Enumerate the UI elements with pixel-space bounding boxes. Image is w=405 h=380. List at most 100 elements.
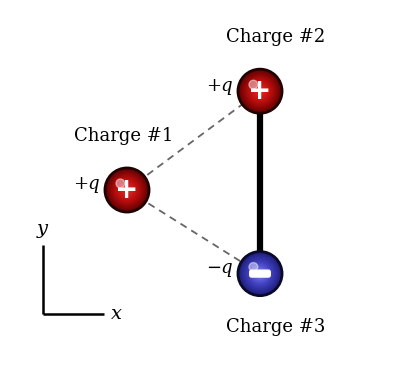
Text: +q: +q: [205, 77, 232, 95]
Circle shape: [122, 185, 131, 195]
Circle shape: [243, 257, 276, 290]
Circle shape: [243, 75, 275, 107]
Circle shape: [238, 252, 281, 295]
Circle shape: [247, 79, 272, 104]
Circle shape: [240, 71, 279, 111]
Circle shape: [119, 183, 134, 197]
Circle shape: [107, 169, 147, 211]
Circle shape: [239, 253, 280, 294]
Circle shape: [245, 259, 274, 288]
Circle shape: [105, 168, 148, 212]
Circle shape: [120, 184, 133, 196]
Circle shape: [124, 188, 129, 192]
Circle shape: [240, 254, 279, 293]
Circle shape: [239, 70, 280, 112]
Circle shape: [253, 268, 265, 280]
Circle shape: [257, 271, 262, 276]
Circle shape: [258, 90, 260, 92]
Circle shape: [250, 82, 269, 101]
Circle shape: [241, 73, 277, 109]
Circle shape: [122, 185, 132, 195]
Circle shape: [105, 168, 149, 212]
Circle shape: [253, 85, 265, 97]
Circle shape: [107, 171, 146, 209]
Circle shape: [116, 179, 124, 188]
Circle shape: [242, 256, 277, 291]
Circle shape: [113, 176, 141, 204]
Circle shape: [247, 261, 272, 286]
Circle shape: [113, 177, 140, 203]
Text: −q: −q: [205, 259, 232, 277]
Circle shape: [244, 258, 275, 289]
Circle shape: [124, 187, 130, 193]
Circle shape: [238, 70, 281, 113]
Circle shape: [246, 78, 273, 104]
Circle shape: [245, 76, 274, 106]
Circle shape: [108, 171, 145, 209]
Circle shape: [252, 84, 266, 98]
Circle shape: [118, 182, 135, 198]
Circle shape: [106, 169, 147, 211]
Text: +q: +q: [72, 176, 99, 193]
Circle shape: [250, 264, 269, 283]
Circle shape: [111, 174, 142, 206]
Circle shape: [114, 177, 139, 203]
Circle shape: [257, 271, 262, 276]
Circle shape: [241, 255, 277, 292]
Circle shape: [110, 173, 144, 207]
Circle shape: [248, 80, 257, 89]
Circle shape: [245, 260, 273, 287]
Circle shape: [256, 88, 263, 95]
Circle shape: [121, 185, 132, 195]
Circle shape: [252, 266, 266, 281]
Circle shape: [254, 86, 264, 96]
Circle shape: [240, 254, 279, 293]
Circle shape: [251, 82, 268, 100]
Circle shape: [248, 263, 257, 271]
Circle shape: [252, 266, 267, 281]
Circle shape: [257, 89, 262, 93]
Circle shape: [240, 72, 279, 111]
Circle shape: [249, 81, 270, 102]
Circle shape: [245, 77, 274, 106]
Circle shape: [113, 176, 141, 204]
Circle shape: [237, 69, 281, 113]
Circle shape: [247, 79, 271, 103]
Circle shape: [249, 263, 270, 284]
Circle shape: [117, 180, 136, 200]
Circle shape: [251, 265, 268, 282]
Circle shape: [255, 87, 264, 96]
Circle shape: [244, 76, 275, 107]
Circle shape: [239, 71, 280, 112]
Circle shape: [241, 255, 278, 292]
Circle shape: [242, 74, 277, 109]
Text: y: y: [36, 220, 47, 238]
Circle shape: [259, 273, 260, 274]
Circle shape: [112, 175, 141, 205]
Circle shape: [248, 263, 271, 285]
Circle shape: [256, 87, 263, 95]
Circle shape: [257, 89, 262, 94]
Circle shape: [119, 182, 134, 198]
Circle shape: [259, 91, 260, 92]
Circle shape: [121, 184, 133, 196]
FancyBboxPatch shape: [249, 270, 270, 277]
Circle shape: [254, 268, 265, 279]
Circle shape: [258, 272, 260, 275]
Circle shape: [254, 86, 265, 97]
Circle shape: [115, 179, 138, 201]
Circle shape: [242, 74, 276, 108]
Text: +: +: [248, 77, 271, 105]
Circle shape: [117, 180, 136, 200]
Circle shape: [253, 267, 266, 280]
Circle shape: [248, 262, 271, 285]
Circle shape: [246, 260, 273, 287]
Circle shape: [243, 258, 275, 290]
Circle shape: [241, 73, 278, 110]
Circle shape: [126, 189, 128, 191]
Circle shape: [242, 256, 276, 291]
Text: Charge #2: Charge #2: [225, 28, 324, 46]
Circle shape: [249, 81, 269, 101]
Circle shape: [249, 264, 269, 283]
Circle shape: [254, 269, 264, 279]
